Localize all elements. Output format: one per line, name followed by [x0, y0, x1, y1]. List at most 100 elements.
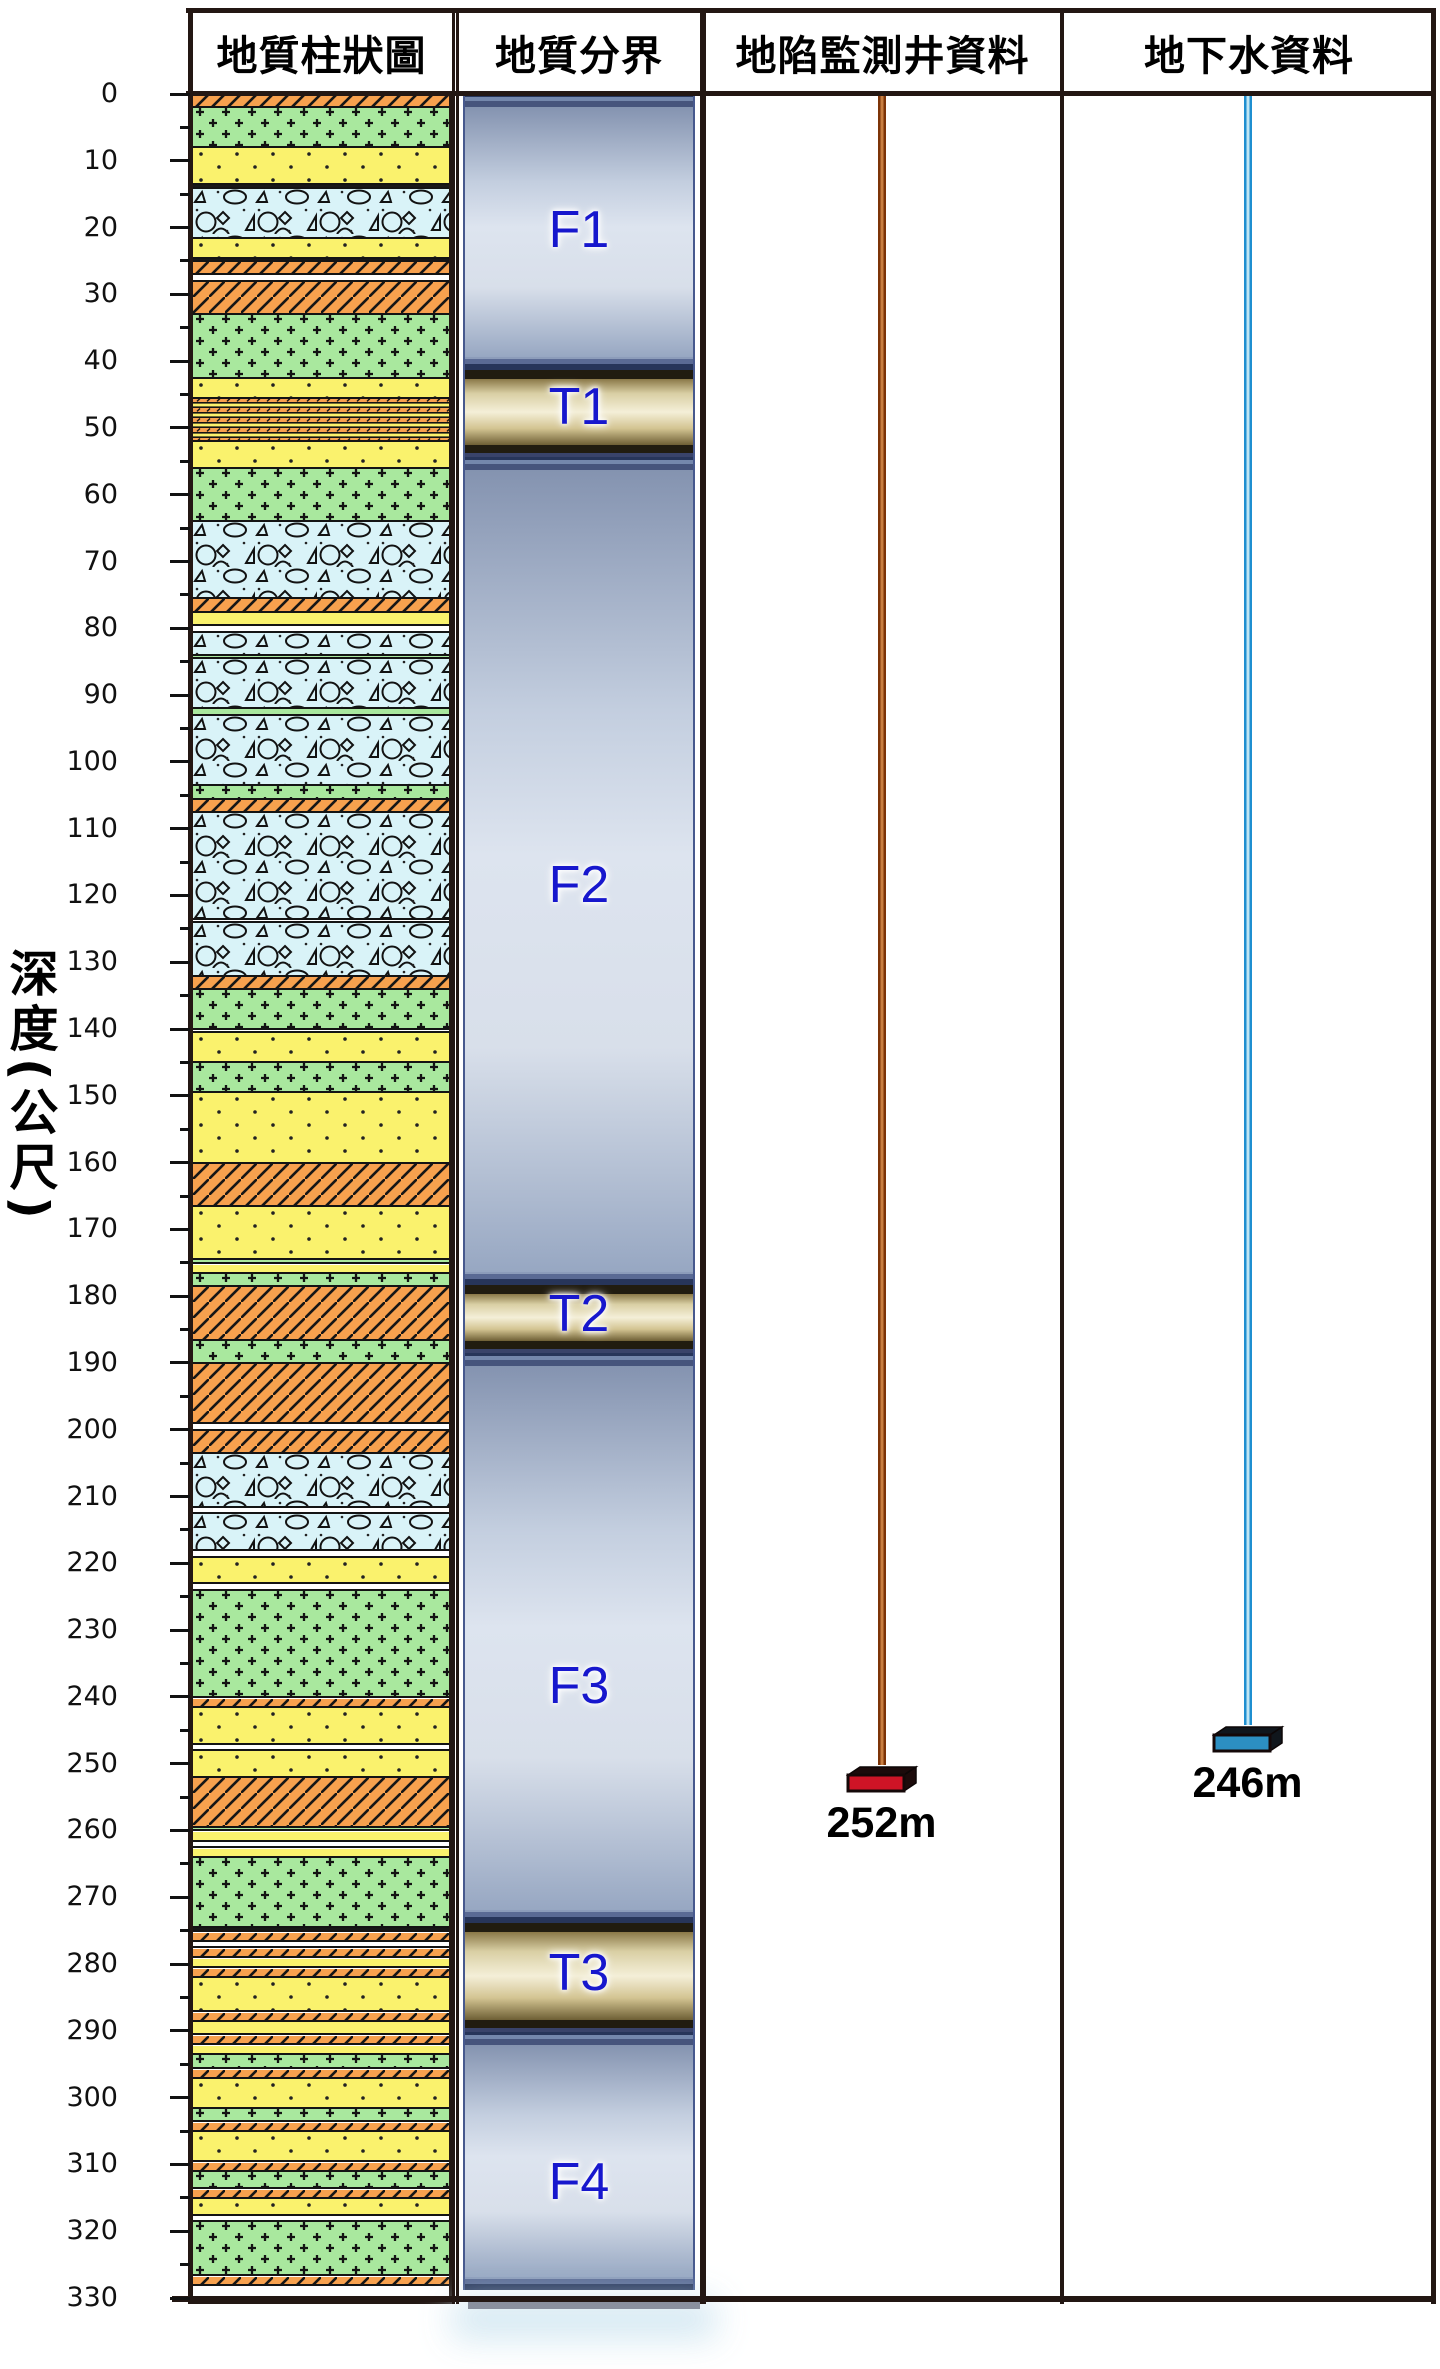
geo-layer-gravel: [193, 1453, 449, 1507]
geo-layer-boundary: [193, 1839, 449, 1842]
geo-layer-boundary: [193, 2076, 449, 2079]
geo-layer-boundary: [193, 1361, 449, 1364]
geo-layer-boundary: [193, 1555, 449, 1558]
geo-layer-boundary: [193, 2106, 449, 2109]
table-vertical-border: [188, 8, 193, 2304]
geo-layer-ydots: [193, 2131, 449, 2162]
geo-layer-orange: [193, 94, 449, 108]
geo-layer-boundary: [193, 440, 449, 443]
zone-core: [465, 378, 693, 445]
axis-tick-label: 10: [83, 144, 118, 176]
axis-tick-minor: [180, 459, 190, 463]
geo-layer-boundary: [193, 396, 449, 399]
axis-tick-major: [170, 1828, 190, 1832]
axis-tick-minor: [180, 1528, 190, 1532]
geo-layer-boundary: [193, 597, 449, 600]
axis-tick-major: [170, 1094, 190, 1098]
axis-tick-minor: [180, 793, 190, 797]
axis-tick-label: 100: [66, 745, 118, 777]
geo-layer-boundary: [193, 657, 449, 660]
axis-tick-label: 150: [66, 1079, 118, 1111]
geo-layer-boundary: [193, 1031, 449, 1034]
axis-tick-label: 270: [66, 1881, 118, 1913]
zone-core: [465, 1293, 693, 1341]
geo-layer-boundary: [193, 1258, 449, 1261]
table-vertical-border: [1060, 8, 1064, 2304]
geo-layer-boundary: [193, 1705, 449, 1708]
geo-layer-orange: [193, 1947, 449, 1958]
axis-tick-minor: [180, 1929, 190, 1933]
geo-layer-interbed: [193, 397, 449, 442]
axis-tick-label: 250: [66, 1747, 118, 1779]
axis-tick-minor: [180, 1995, 190, 1999]
geo-layer-yellow: [193, 1830, 449, 1841]
axis-tick-label: 180: [66, 1280, 118, 1312]
well-marker-subsidence-monitoring-well: [845, 1763, 922, 1795]
zone-edge-top: [465, 456, 693, 470]
geo-layer-orange: [193, 2011, 449, 2021]
geo-layer-yellow: [193, 611, 449, 625]
geo-layer-boundary: [193, 1028, 449, 1031]
geo-layer-boundary: [193, 186, 449, 189]
axis-tick-minor: [180, 393, 190, 397]
geo-layer-boundary: [193, 1505, 449, 1508]
geo-layer-boundary: [193, 654, 449, 657]
axis-tick-minor: [180, 125, 190, 129]
axis-tick-label: 30: [83, 278, 118, 310]
axis-tick-minor: [180, 192, 190, 196]
geo-layer-gravel: [193, 521, 449, 599]
geo-layer-orange: [193, 260, 449, 275]
zone-band-T3: [463, 1923, 695, 2033]
well-depth-label-subsidence-monitoring-well: 252m: [826, 1799, 937, 1848]
geo-layer-boundary: [193, 630, 449, 633]
axis-tick-major: [170, 1495, 190, 1499]
header-bottom-border: [186, 91, 1436, 96]
axis-tick-major: [170, 1762, 190, 1766]
geo-layer-darkbed: [193, 257, 449, 261]
geo-layer-boundary: [193, 2160, 449, 2163]
axis-tick-label: 220: [66, 1547, 118, 1579]
axis-tick-major: [170, 827, 190, 831]
axis-tick-major: [170, 426, 190, 430]
axis-tick-major: [170, 1895, 190, 1899]
zone-label-T3: T3: [548, 1944, 610, 2003]
axis-tick-minor: [180, 1394, 190, 1398]
geo-layer-boundary: [193, 1856, 449, 1859]
geo-layer-gravel: [193, 1513, 449, 1550]
geo-layer-green: [193, 107, 449, 148]
axis-tick-minor: [180, 1795, 190, 1799]
geo-layer-boundary: [193, 623, 449, 626]
geo-layer-orange: [193, 1697, 449, 1707]
axis-tick-major: [170, 1695, 190, 1699]
geo-layer-yellow: [193, 1847, 449, 1858]
geo-layer-orange: [193, 2034, 449, 2045]
axis-tick-minor: [180, 994, 190, 998]
axis-tick-minor: [180, 1194, 190, 1198]
geo-layer-yellow: [193, 1957, 449, 1968]
geo-layer-boundary: [193, 810, 449, 813]
axis-tick-major: [170, 1227, 190, 1231]
geo-layer-boundary: [193, 2283, 449, 2286]
well-line-groundwater-well: [1243, 96, 1252, 1725]
axis-tick-major: [170, 1962, 190, 1966]
axis-tick-label: 320: [66, 2215, 118, 2247]
geo-layer-boundary: [193, 376, 449, 379]
geo-layer-boundary: [193, 1966, 449, 1969]
axis-tick-label: 140: [66, 1013, 118, 1045]
geo-layer-boundary: [193, 2053, 449, 2056]
geo-layer-boundary: [193, 1548, 449, 1551]
axis-tick-label: 330: [66, 2282, 118, 2313]
axis-tick-label: 200: [66, 1413, 118, 1445]
table-bottom-border: [172, 2296, 1436, 2302]
axis-tick-minor: [180, 927, 190, 931]
zone-edge-bottom: [465, 1910, 693, 1924]
geo-layer-boundary: [193, 236, 449, 239]
zone-edge-top: [465, 1284, 693, 1294]
axis-tick-label: 110: [66, 812, 118, 844]
zone-core: [465, 1365, 693, 1911]
axis-tick-label: 50: [83, 411, 118, 443]
geo-layer-orange: [193, 1967, 449, 1978]
axis-tick-minor: [180, 526, 190, 530]
geo-layer-orange: [193, 1429, 449, 1454]
